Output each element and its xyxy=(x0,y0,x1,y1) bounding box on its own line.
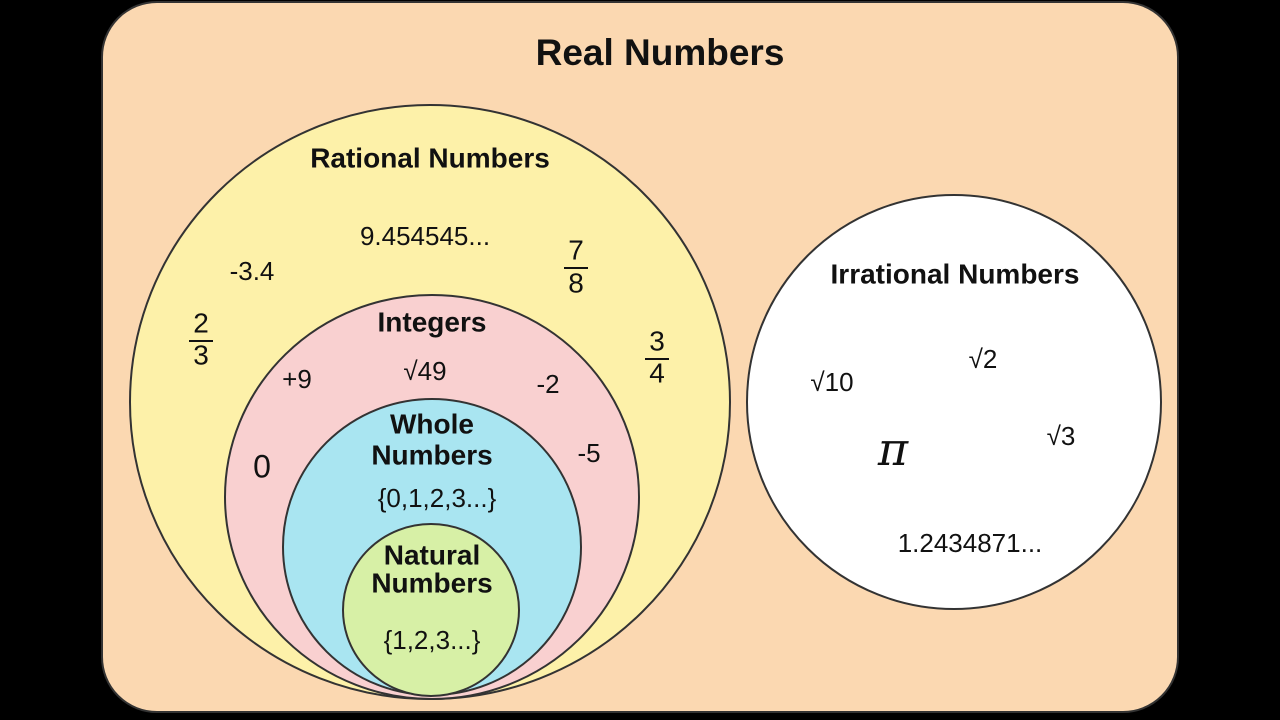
set-label: Integers xyxy=(378,306,487,337)
set-label: Rational Numbers xyxy=(310,142,550,173)
example: √10 xyxy=(810,367,853,397)
denominator: 3 xyxy=(193,339,209,370)
example: -5 xyxy=(577,438,600,468)
natural-set xyxy=(342,523,520,697)
numerator: 7 xyxy=(568,234,584,265)
set-label: Numbers xyxy=(371,567,492,598)
denominator: 4 xyxy=(649,357,665,388)
example: 0 xyxy=(253,448,271,484)
set-notation: {1,2,3...} xyxy=(384,625,481,655)
example: √2 xyxy=(969,344,998,374)
set-notation: {0,1,2,3...} xyxy=(378,483,497,513)
example: -2 xyxy=(536,369,559,399)
title: Real Numbers xyxy=(536,32,785,73)
example: 9.454545... xyxy=(360,221,490,251)
example: +9 xyxy=(282,364,312,394)
set-label: Whole xyxy=(390,408,474,439)
denominator: 8 xyxy=(568,267,584,298)
example: √49 xyxy=(403,356,446,386)
set-label: Irrational Numbers xyxy=(831,258,1080,289)
example: -3.4 xyxy=(230,256,275,286)
numerator: 2 xyxy=(193,307,209,338)
set-label: Natural xyxy=(384,539,480,570)
set-label: Numbers xyxy=(371,439,492,470)
example: √3 xyxy=(1047,421,1076,451)
example: π xyxy=(877,422,909,476)
numerator: 3 xyxy=(649,325,665,356)
example: 1.2434871... xyxy=(898,528,1043,558)
irrational-set xyxy=(746,194,1162,610)
